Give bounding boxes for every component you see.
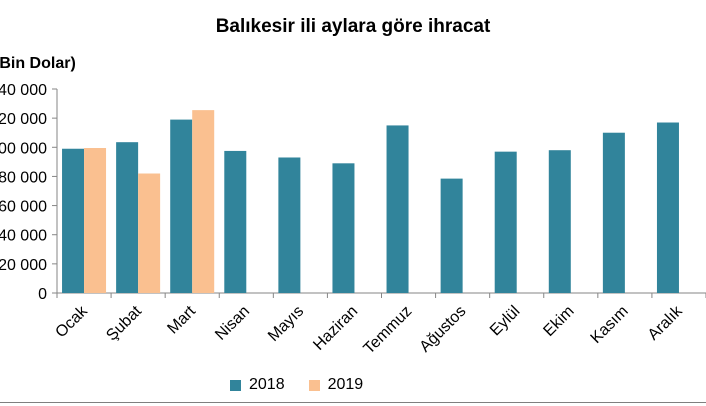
x-tick-label: Mart xyxy=(164,302,199,337)
y-tick-label: 120 000 xyxy=(0,111,47,128)
bar-2019-şubat xyxy=(138,173,161,293)
y-tick-label: 100 000 xyxy=(0,140,47,157)
bar-2018-haziran xyxy=(332,163,355,293)
x-tick-label: Ağustos xyxy=(417,303,470,356)
bar-2018-kasım xyxy=(602,132,625,293)
y-tick-label: 80 000 xyxy=(0,169,47,186)
x-tick-label: Temmuz xyxy=(361,303,416,358)
legend-label-2018: 2018 xyxy=(249,376,285,393)
legend-swatch-2018 xyxy=(230,379,241,391)
bar-2018-ekim xyxy=(548,150,571,293)
x-tick-label: Mayıs xyxy=(265,303,307,345)
chart-title: Balıkesir ili aylara göre ihracat xyxy=(215,16,491,37)
x-tick-label: Ocak xyxy=(52,302,91,341)
bar-2018-şubat xyxy=(116,142,139,293)
y-axis-unit-label: (Bin Dolar) xyxy=(0,55,76,72)
y-tick-label: 0 xyxy=(38,286,47,303)
y-tick-label: 40 000 xyxy=(0,228,47,245)
frame-bottom-border xyxy=(0,402,706,403)
x-tick-label: Haziran xyxy=(310,303,361,354)
legend-item-2018: 2018 xyxy=(230,376,285,394)
x-tick-label: Ekim xyxy=(540,303,577,340)
bar-2018-ocak xyxy=(62,148,85,293)
x-tick-label: Şubat xyxy=(103,302,145,344)
bar-2018-mart xyxy=(170,119,193,293)
bar-2018-temmuz xyxy=(386,125,409,293)
x-tick-label: Nisan xyxy=(212,303,253,344)
bar-2019-ocak xyxy=(84,148,107,293)
y-tick-label: 20 000 xyxy=(0,257,47,274)
legend-swatch-2019 xyxy=(308,379,320,391)
legend-label-2019: 2019 xyxy=(327,376,364,393)
bar-2018-aralık xyxy=(656,122,679,293)
x-tick-label: Eylül xyxy=(487,303,524,340)
x-tick-label: Kasım xyxy=(588,303,632,347)
bar-2018-ağustos xyxy=(440,178,463,293)
bar-2018-mayıs xyxy=(278,157,301,293)
legend-item-2019: 2019 xyxy=(308,376,364,394)
bar-2018-eylül xyxy=(494,151,517,293)
legend: 2018 2019 xyxy=(230,376,387,394)
y-tick-label: 60 000 xyxy=(0,199,47,216)
y-tick-label: 140 000 xyxy=(0,82,47,99)
x-tick-label: Aralık xyxy=(645,302,687,344)
bar-2018-nisan xyxy=(224,150,247,293)
bar-2019-mart xyxy=(192,110,215,293)
